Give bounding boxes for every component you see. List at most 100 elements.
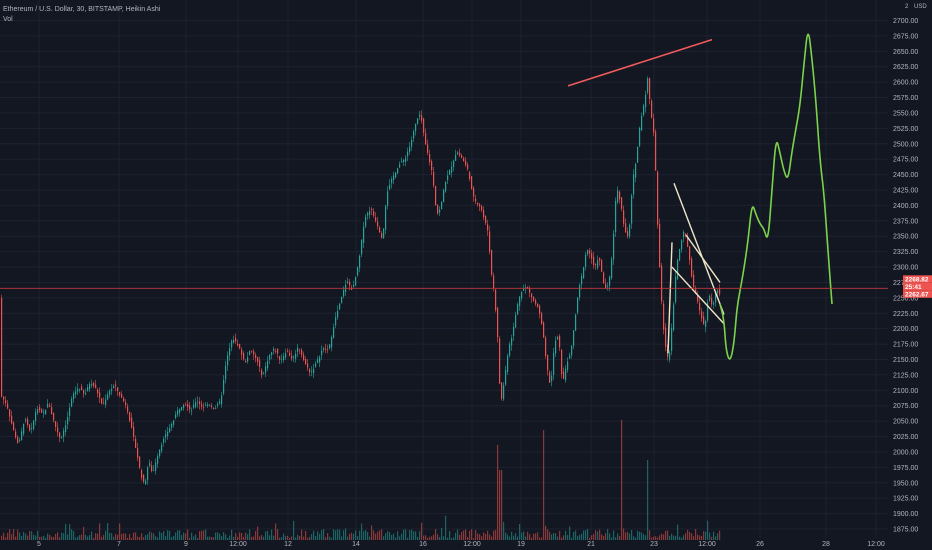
candle-body [695, 287, 697, 294]
volume-bar [667, 530, 669, 540]
volume-bar [251, 536, 253, 540]
y-tick-label: 2475.00 [893, 157, 918, 164]
candle-body [299, 349, 301, 351]
candle-body [493, 275, 495, 289]
volume-bar [675, 535, 677, 540]
candle-body [199, 401, 201, 405]
volume-bar [625, 532, 627, 540]
volume-bar [1, 535, 3, 540]
candle-body [609, 276, 611, 287]
volume-bar [133, 532, 135, 540]
candle-body [507, 355, 509, 372]
candle-body [121, 394, 123, 398]
volume-bar [705, 531, 707, 540]
y-tick-label: 2400.00 [893, 203, 918, 210]
candle-body [521, 292, 523, 299]
candle-body [561, 349, 563, 374]
y-tick-label: 2000.00 [893, 449, 918, 456]
volume-bar [495, 529, 497, 540]
volume-bar [587, 529, 589, 540]
volume-bar [163, 531, 165, 540]
volume-bar [403, 529, 405, 540]
candle-body [349, 282, 351, 286]
volume-bar [387, 531, 389, 540]
candle-body [469, 171, 471, 179]
candle-body [213, 407, 215, 409]
candle-body [141, 470, 143, 478]
volume-bar [665, 530, 667, 540]
volume-bar [141, 533, 143, 540]
volume-bar [559, 530, 561, 540]
volume-bar [155, 536, 157, 540]
volume-bar [165, 535, 167, 540]
volume-bar [339, 529, 341, 540]
volume-bar [455, 532, 457, 540]
candle-body [51, 407, 53, 414]
candle-body [177, 410, 179, 415]
volume-bar [259, 536, 261, 540]
candle-body [193, 404, 195, 408]
volume-bar [381, 529, 383, 540]
volume-bar [311, 534, 313, 540]
volume-bar [319, 533, 321, 540]
candle-body [403, 160, 405, 162]
candle-body [319, 356, 321, 363]
y-tick-label: 2500.00 [893, 141, 918, 148]
volume-bar [23, 531, 25, 540]
candle-body [389, 184, 391, 190]
candle-body [627, 231, 629, 237]
candle-body [355, 276, 357, 286]
volume-bar [105, 530, 107, 540]
candle-body [505, 370, 507, 385]
price-axis[interactable]: 1875.00 1900.00 1925.00 1950.00 1975.00 2000.… [893, 18, 918, 534]
volume-bar [591, 535, 593, 540]
candle-body [73, 393, 75, 399]
volume-bar [159, 531, 161, 540]
volume-bar [449, 531, 451, 540]
candle-body [123, 398, 125, 402]
candle-body [543, 322, 545, 338]
candle-body [183, 404, 185, 408]
y-tick-label: 2350.00 [893, 234, 918, 241]
volume-bar [523, 531, 525, 540]
candle-body [203, 407, 205, 408]
chart-legend-title: Ethereum / U.S. Dollar, 30, BITSTAMP, He… [3, 6, 161, 13]
wedge-line [685, 234, 721, 283]
candle-body [417, 118, 419, 124]
candle-body [357, 267, 359, 276]
candle-body [481, 205, 483, 211]
candle-body [571, 345, 573, 356]
y-tick-label: 2200.00 [893, 326, 918, 333]
volume-bar [485, 534, 487, 540]
volume-bar [171, 537, 173, 540]
volume-bar [407, 537, 409, 540]
candle-body [491, 250, 493, 275]
volume-bar [47, 533, 49, 540]
volume-bar [401, 533, 403, 540]
candle-body [325, 348, 327, 350]
candle-body [631, 195, 633, 224]
drawings[interactable] [567, 38, 725, 354]
projection-drawing[interactable] [719, 33, 833, 360]
candle-body [111, 388, 113, 391]
candle-body [405, 157, 407, 162]
volume-bar [445, 515, 447, 540]
volume-bar [717, 533, 719, 540]
candle-body [215, 408, 217, 409]
candle-body [551, 375, 553, 382]
volume-bar [543, 430, 545, 540]
volume-bar [185, 533, 187, 540]
candle-body [679, 248, 681, 261]
volume-bar [61, 532, 63, 540]
candle-body [479, 204, 481, 207]
candle-body [367, 212, 369, 216]
volume-bar [701, 536, 703, 540]
candle-body [17, 437, 19, 444]
time-axis[interactable]: 5 7 9 12:00 12 14 16 12:00 19 21 23 12:00 26 28 12:00 [37, 541, 885, 548]
candle-body [633, 174, 635, 195]
y-tick-label: 2425.00 [893, 188, 918, 195]
candle-body [599, 258, 601, 261]
volume-bar [639, 531, 641, 540]
volume-bar [17, 529, 19, 540]
